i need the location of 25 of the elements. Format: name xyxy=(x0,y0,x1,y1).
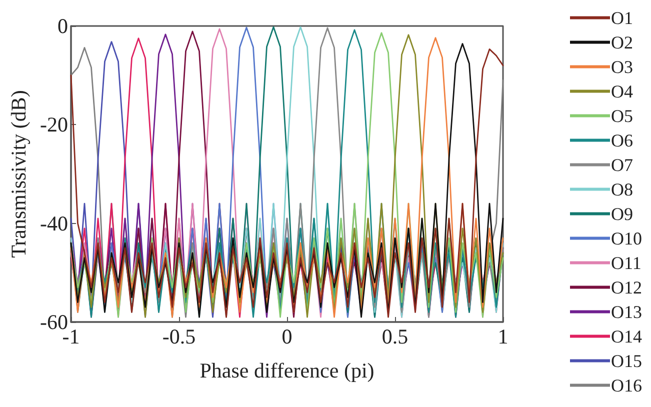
legend-label: O16 xyxy=(611,375,642,396)
legend-label: O8 xyxy=(611,179,633,200)
legend-label: O6 xyxy=(611,130,633,150)
legend-label: O5 xyxy=(611,106,633,126)
x-axis-title: Phase difference (pi) xyxy=(200,358,374,382)
legend-label: O13 xyxy=(611,302,642,322)
x-tick-label: -0.5 xyxy=(162,324,196,348)
y-tick-label: -40 xyxy=(40,211,68,236)
legend-label: O2 xyxy=(611,32,633,52)
legend-label: O10 xyxy=(611,228,642,248)
legend-label: O4 xyxy=(611,81,633,102)
legend-label: O11 xyxy=(611,252,642,273)
y-tick-label: -20 xyxy=(40,112,68,137)
legend-label: O7 xyxy=(611,154,633,175)
legend-label: O14 xyxy=(611,326,642,346)
x-tick-label: 0 xyxy=(282,324,292,348)
y-axis-title: Transmissivity (dB) xyxy=(6,90,30,258)
x-tick-label: 1 xyxy=(498,324,508,348)
legend-label: O9 xyxy=(611,204,633,224)
legend-label: O15 xyxy=(611,350,642,371)
legend-label: O1 xyxy=(611,8,633,28)
legend-label: O3 xyxy=(611,56,633,77)
legend-label: O12 xyxy=(611,277,642,298)
y-tick-label: 0 xyxy=(58,14,68,38)
x-tick-label: 0.5 xyxy=(382,324,408,348)
